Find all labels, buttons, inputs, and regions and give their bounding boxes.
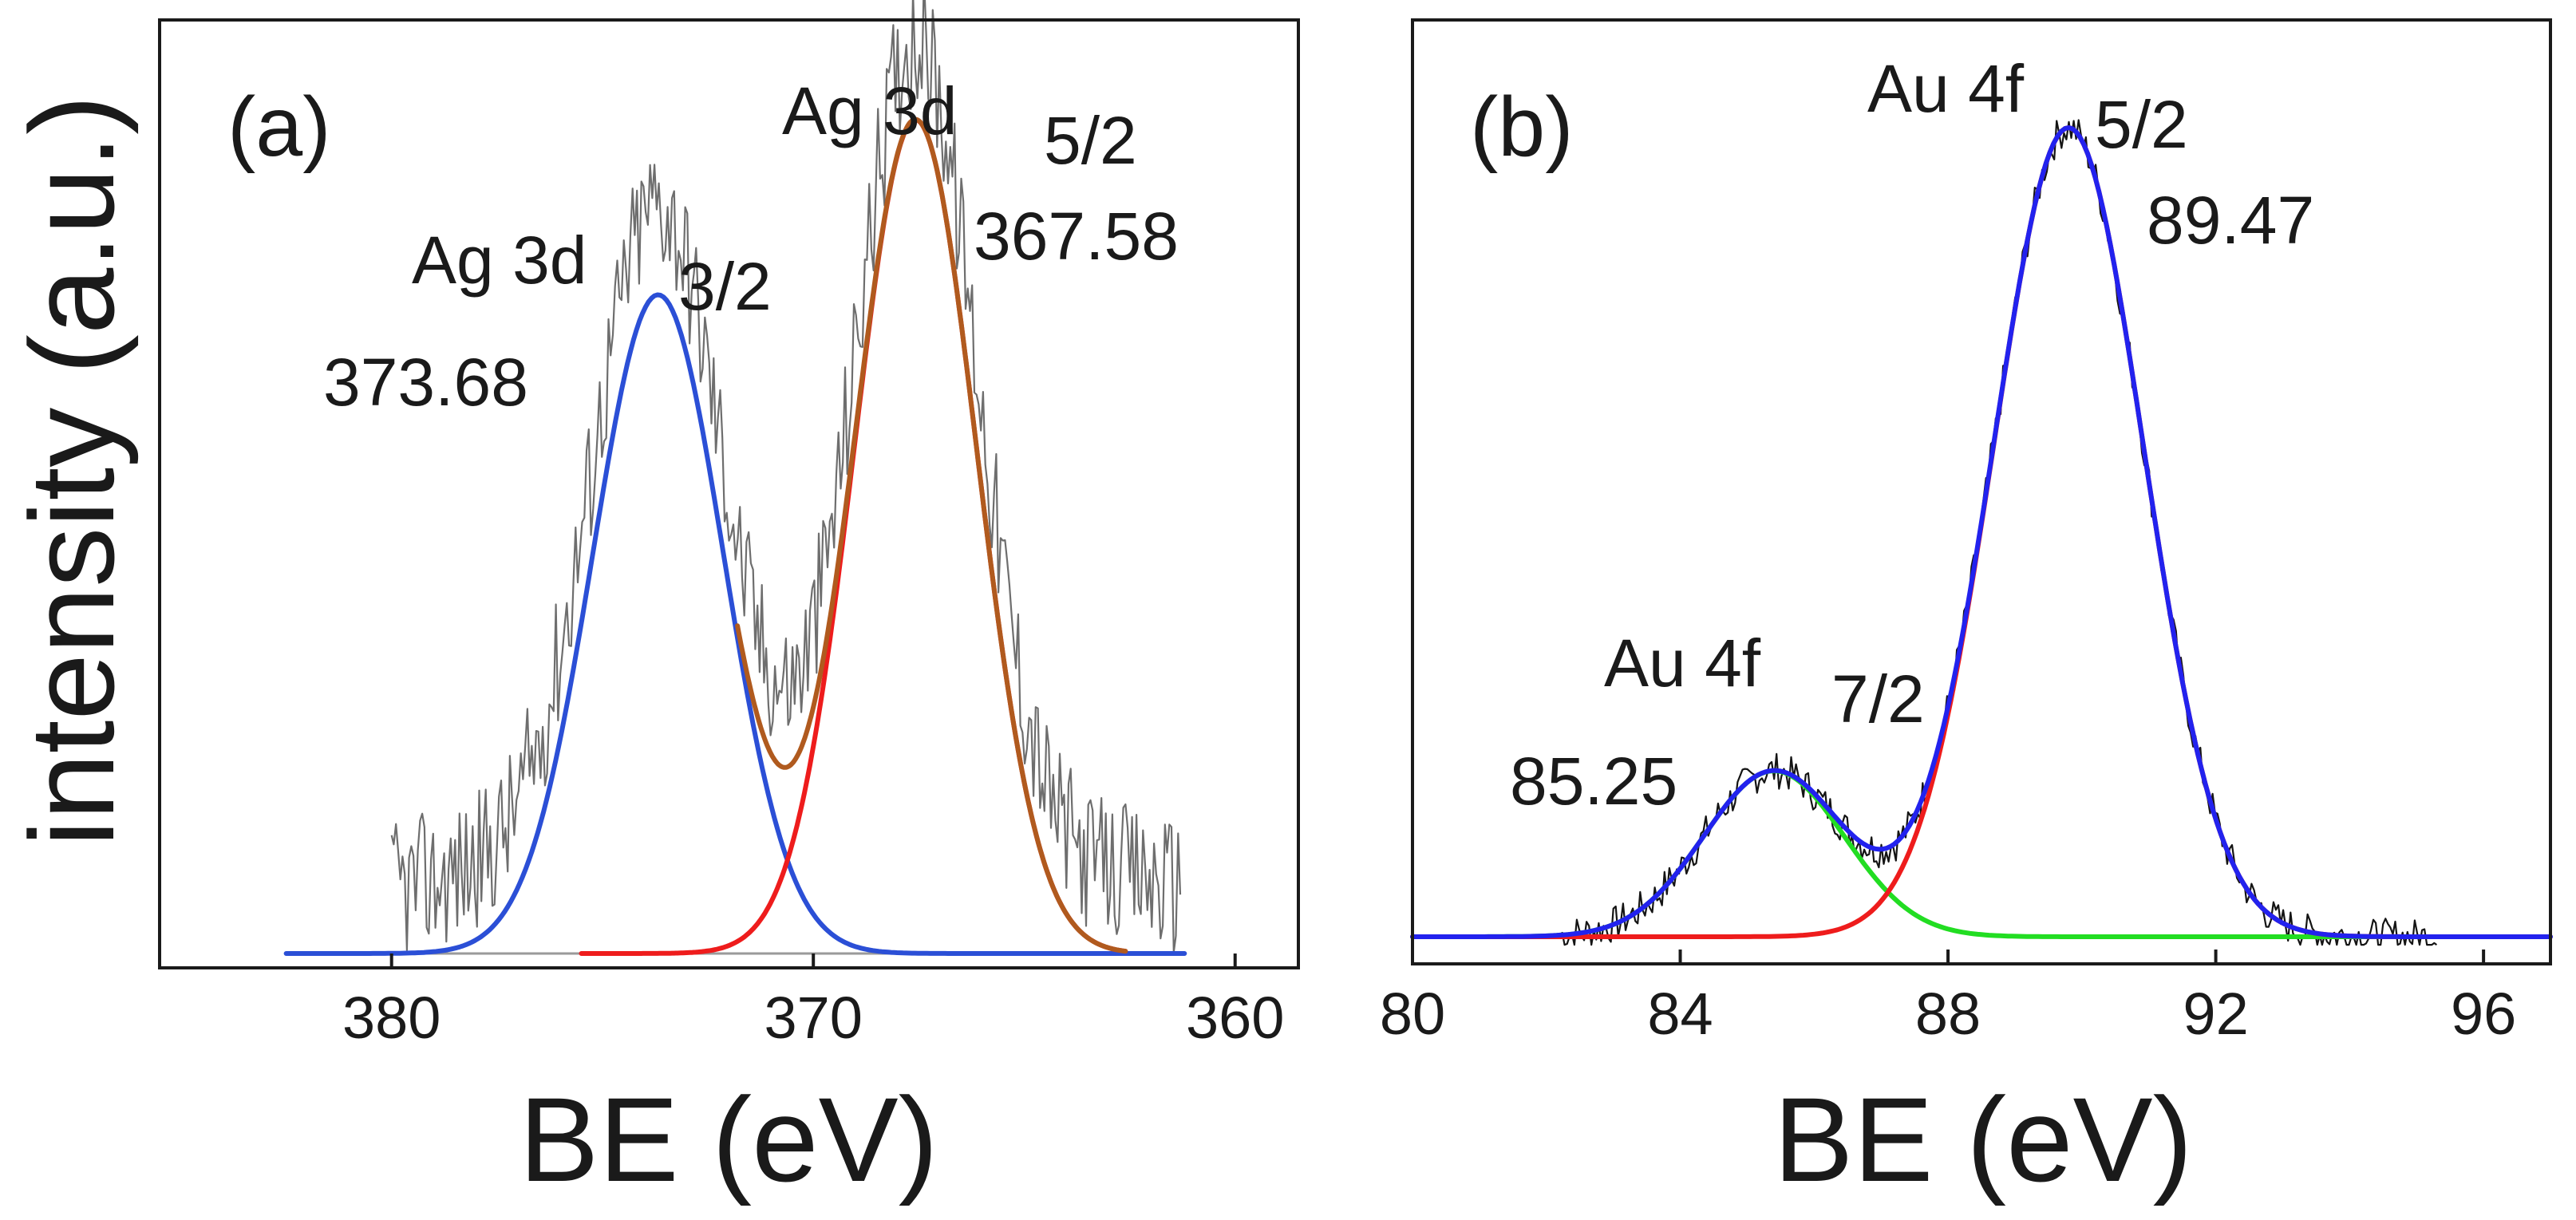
au-4f72-label: Au 4f [1604, 626, 1761, 701]
au-4f72-value: 85.25 [1510, 744, 1677, 819]
series-envelope [1410, 125, 2553, 939]
ag-3d52-subscript: 5/2 [1044, 103, 1137, 178]
au-4f72-subscript: 7/2 [1831, 661, 1925, 736]
x-tick-label: 88 [1915, 981, 1981, 1047]
panel-a: 380 370 360 (a) Ag 3d 3/2 373.68 Ag 3d 5/2… [158, 0, 1300, 1206]
series-measured [390, 0, 1182, 953]
au-4f52-label: Au 4f [1867, 51, 2025, 126]
ag-3d52-value: 367.58 [974, 199, 1179, 274]
panel-a-ticks: 380 370 360 [342, 953, 1284, 1051]
x-tick-label: 84 [1647, 981, 1713, 1047]
x-tick-label: 80 [1380, 981, 1445, 1047]
ag-3d32-subscript: 3/2 [678, 249, 772, 324]
series-envelope [735, 116, 1128, 954]
x-tick-label: 360 [1186, 985, 1284, 1051]
panel-b-x-axis-title: BE (eV) [1773, 1072, 2192, 1206]
x-tick-label: 380 [342, 985, 441, 1051]
ag-3d52-label: Ag 3d [782, 73, 958, 148]
panel-a-label: (a) [227, 80, 331, 174]
panel-b-label: (b) [1470, 80, 1574, 174]
ag-3d32-label: Ag 3d [412, 223, 587, 298]
au-4f52-subscript: 5/2 [2095, 87, 2188, 162]
x-tick-label: 370 [764, 985, 862, 1051]
panel-a-curves [283, 0, 1187, 956]
panel-a-x-axis-title: BE (eV) [519, 1072, 938, 1206]
x-tick-label: 92 [2183, 981, 2248, 1047]
panel-b: 80 84 88 92 96 (b) Au 4f 7/2 85.25 Au 4f 5/2… [1380, 18, 2553, 1206]
panel-b-ticks: 80 84 88 92 96 [1380, 950, 2516, 1047]
panel-b-frame [1411, 18, 2552, 965]
y-axis-title: intensity (a.u.) [5, 95, 139, 847]
x-tick-label: 96 [2451, 981, 2516, 1047]
panel-b-curves [1410, 119, 2553, 946]
panel-a-frame [158, 18, 1300, 969]
ag-3d32-value: 373.68 [323, 345, 528, 420]
au-4f52-value: 89.47 [2147, 183, 2314, 258]
